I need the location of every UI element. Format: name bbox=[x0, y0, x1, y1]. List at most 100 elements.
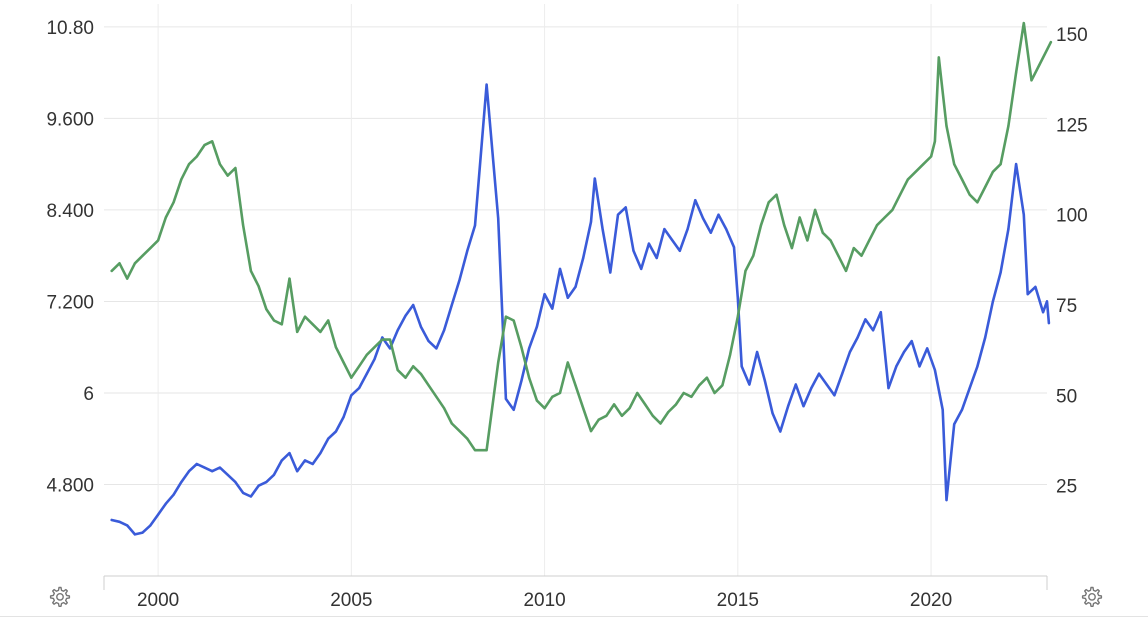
data-point bbox=[172, 493, 175, 496]
data-point bbox=[930, 155, 933, 158]
data-point bbox=[906, 178, 910, 181]
data-point bbox=[458, 430, 461, 433]
data-point bbox=[404, 376, 407, 379]
data-point bbox=[157, 513, 160, 516]
data-point bbox=[775, 193, 778, 196]
data-point bbox=[180, 481, 183, 484]
data-point bbox=[249, 495, 252, 498]
data-point bbox=[543, 407, 546, 410]
data-point bbox=[914, 170, 917, 173]
data-point bbox=[659, 422, 662, 425]
data-point bbox=[373, 358, 376, 361]
data-point bbox=[729, 353, 732, 356]
data-point bbox=[682, 391, 685, 395]
data-point bbox=[234, 481, 237, 484]
data-point bbox=[756, 350, 759, 354]
data-point bbox=[218, 163, 221, 166]
data-point bbox=[358, 387, 361, 390]
data-point bbox=[736, 315, 739, 318]
data-point bbox=[303, 315, 307, 318]
data-point bbox=[597, 418, 600, 421]
data-point bbox=[1042, 311, 1045, 314]
data-point bbox=[744, 269, 747, 272]
data-point bbox=[303, 459, 307, 462]
data-point bbox=[1015, 71, 1018, 74]
data-point bbox=[226, 473, 229, 476]
data-point bbox=[535, 325, 539, 328]
left-axis-settings-gear-icon[interactable] bbox=[47, 585, 71, 609]
data-point bbox=[327, 437, 330, 440]
y-left-tick-label: 7.200 bbox=[46, 292, 94, 313]
y-left-tick-label: 8.400 bbox=[46, 201, 94, 222]
data-point bbox=[419, 325, 422, 328]
data-point bbox=[837, 254, 840, 257]
data-point bbox=[632, 249, 635, 252]
data-point bbox=[991, 170, 995, 173]
data-point bbox=[902, 350, 906, 354]
data-point bbox=[365, 353, 368, 356]
data-point bbox=[342, 361, 345, 364]
data-point bbox=[636, 391, 639, 395]
data-point bbox=[740, 365, 743, 368]
x-tick-label: 2020 bbox=[910, 590, 952, 611]
x-tick-label: 2015 bbox=[717, 590, 759, 611]
data-point bbox=[218, 466, 221, 469]
data-point bbox=[717, 213, 720, 216]
data-point bbox=[535, 399, 539, 402]
data-point bbox=[624, 206, 627, 209]
gridlines bbox=[104, 4, 1047, 576]
data-point bbox=[968, 193, 971, 196]
data-point bbox=[187, 470, 191, 473]
data-point bbox=[821, 231, 824, 234]
data-point bbox=[868, 239, 871, 242]
data-point bbox=[1045, 48, 1049, 51]
data-point bbox=[435, 347, 438, 350]
data-point bbox=[960, 178, 964, 181]
data-point bbox=[701, 217, 705, 220]
data-point bbox=[504, 397, 507, 400]
data-point bbox=[817, 372, 821, 375]
data-point bbox=[110, 518, 113, 522]
y-right-tick-label: 75 bbox=[1056, 296, 1077, 317]
data-point bbox=[543, 293, 546, 296]
data-point bbox=[1047, 322, 1050, 325]
data-point bbox=[234, 166, 237, 170]
data-point bbox=[412, 365, 415, 368]
data-point bbox=[690, 395, 693, 398]
data-point bbox=[396, 369, 399, 372]
tick-labels: 4.800 6 7.200 8.400 9.600 10.80 25 50 75 100 125 15… bbox=[46, 18, 1087, 611]
data-point bbox=[968, 387, 971, 390]
data-point bbox=[937, 56, 940, 59]
data-point bbox=[953, 163, 956, 166]
data-point bbox=[640, 267, 643, 270]
data-point bbox=[844, 269, 848, 272]
data-point bbox=[644, 403, 647, 406]
data-point bbox=[1015, 163, 1018, 166]
data-point bbox=[520, 346, 523, 349]
data-point bbox=[373, 346, 376, 349]
data-point bbox=[412, 303, 415, 307]
data-point bbox=[319, 452, 322, 455]
data-point bbox=[319, 330, 322, 333]
data-point bbox=[671, 238, 674, 242]
data-point bbox=[257, 484, 260, 487]
data-point bbox=[825, 383, 828, 386]
data-point bbox=[458, 278, 461, 281]
data-point bbox=[933, 140, 937, 143]
right-axis-settings-gear-icon[interactable] bbox=[1079, 585, 1103, 609]
data-point bbox=[1022, 213, 1025, 216]
data-point bbox=[1049, 41, 1052, 44]
data-point bbox=[833, 394, 836, 397]
data-point bbox=[752, 254, 755, 257]
data-point bbox=[195, 155, 198, 158]
data-point bbox=[647, 242, 651, 245]
data-point bbox=[257, 285, 260, 288]
data-point bbox=[358, 365, 361, 368]
data-point bbox=[396, 329, 399, 332]
data-point bbox=[887, 387, 890, 390]
data-point bbox=[435, 395, 438, 398]
data-point bbox=[589, 430, 593, 433]
data-point bbox=[141, 254, 144, 257]
y-left-tick-label: 6 bbox=[83, 384, 94, 405]
